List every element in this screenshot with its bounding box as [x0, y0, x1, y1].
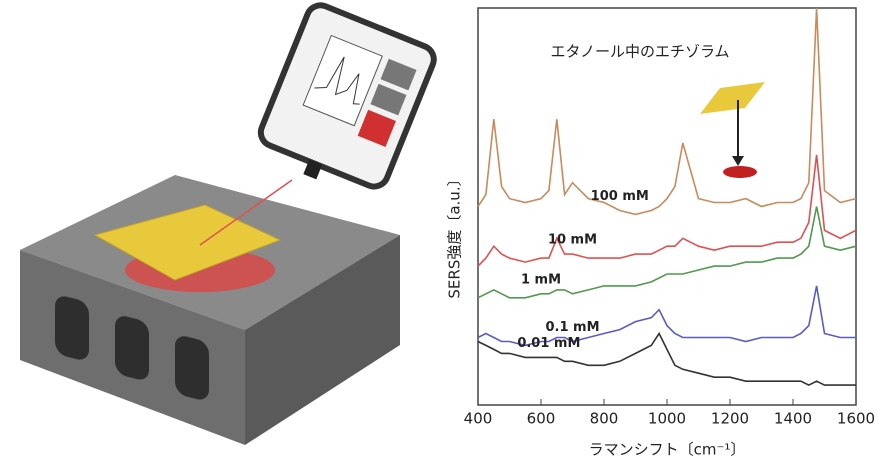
- series-label: 10 mM: [548, 233, 597, 248]
- inset-icon: [700, 82, 765, 178]
- figure: エタノール中のエチゾラム ラマンシフト〔cm⁻¹〕 SERS強度〔a.u.〕 4…: [0, 0, 892, 463]
- x-axis-label: ラマンシフト〔cm⁻¹〕: [589, 441, 746, 459]
- y-axis-label: SERS強度〔a.u.〕: [446, 171, 464, 298]
- series-label: 0.1 mM: [545, 320, 599, 335]
- series-label: 100 mM: [591, 189, 649, 204]
- icon-plate: [700, 82, 765, 114]
- x-tick-label: 1600: [837, 410, 875, 428]
- spectrum-line: [478, 155, 856, 266]
- block-hole: [175, 334, 209, 402]
- icon-spot: [723, 166, 757, 178]
- icon-arrowhead: [732, 156, 744, 166]
- series-label: 0.01 mM: [517, 336, 580, 351]
- block-hole: [55, 294, 89, 362]
- x-tick-label: 800: [590, 410, 619, 428]
- device: [251, 1, 438, 204]
- series-label: 1 mM: [521, 272, 561, 287]
- chart-title: エタノール中のエチゾラム: [550, 43, 729, 61]
- x-tick-label: 1200: [711, 410, 749, 428]
- x-tick-label: 600: [527, 410, 556, 428]
- x-tick-label: 1400: [774, 410, 812, 428]
- block-hole: [115, 314, 149, 382]
- x-tick-label: 1000: [648, 410, 686, 428]
- illustration: [20, 1, 438, 445]
- x-tick-label: 400: [464, 410, 493, 428]
- spectrum-line: [478, 8, 856, 214]
